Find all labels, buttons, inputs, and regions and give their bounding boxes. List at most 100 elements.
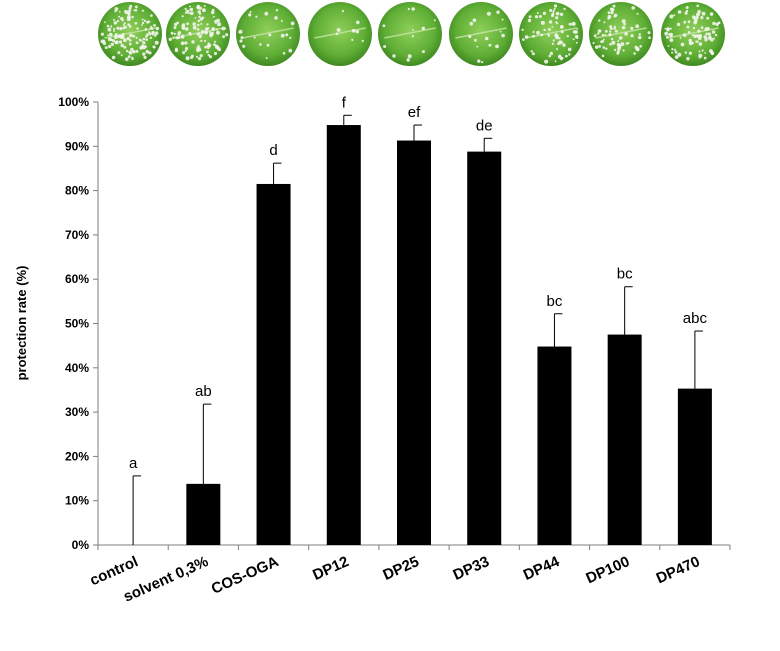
mildew-spot <box>601 33 605 37</box>
mildew-spot <box>469 21 474 26</box>
mildew-spot <box>134 9 138 12</box>
mildew-spot <box>630 26 634 30</box>
mildew-spot <box>571 21 576 26</box>
mildew-spot <box>607 11 611 15</box>
mildew-spot <box>481 61 484 64</box>
mildew-spot <box>522 38 525 41</box>
mildew-spot <box>175 47 178 51</box>
mildew-spot <box>144 28 148 31</box>
mildew-spot <box>259 43 262 46</box>
mildew-spot <box>266 43 270 47</box>
mildew-spot <box>115 21 118 24</box>
mildew-spot <box>141 24 143 26</box>
significance-label: de <box>476 117 493 134</box>
mildew-spot <box>142 52 146 56</box>
mildew-spot <box>604 34 607 37</box>
mildew-spot <box>198 32 201 35</box>
mildew-spot <box>433 19 436 22</box>
x-category-label: DP33 <box>451 553 492 584</box>
mildew-spot <box>216 30 220 35</box>
mildew-spot <box>135 41 139 44</box>
mildew-spot <box>192 25 197 30</box>
mildew-spot <box>145 49 150 54</box>
mildew-spot <box>361 39 364 43</box>
mildew-spot <box>552 9 555 12</box>
mildew-spot <box>501 18 504 21</box>
mildew-spot <box>639 45 642 48</box>
mildew-spot <box>607 17 610 20</box>
mildew-spot <box>486 11 491 16</box>
mildew-spot <box>110 42 115 46</box>
mildew-spot <box>118 10 121 13</box>
mildew-spot <box>568 22 572 26</box>
mildew-spot <box>125 57 129 61</box>
mildew-spot <box>104 21 106 24</box>
mildew-spot <box>129 33 133 38</box>
mildew-spot <box>110 33 113 36</box>
mildew-spot <box>554 5 557 8</box>
mildew-spot <box>609 43 612 46</box>
mildew-spot <box>695 40 698 43</box>
mildew-spot <box>669 38 674 42</box>
leaf-disc-dp33 <box>449 2 513 66</box>
mildew-spot <box>143 19 147 22</box>
mildew-spot <box>204 27 209 31</box>
mildew-spot <box>185 9 190 14</box>
mildew-spot <box>521 28 524 32</box>
mildew-spot <box>112 39 115 43</box>
mildew-spot <box>682 33 687 37</box>
mildew-spot <box>551 12 555 16</box>
y-tick-label: 100% <box>58 95 89 109</box>
mildew-spot <box>576 36 579 39</box>
significance-label: d <box>269 142 277 159</box>
mildew-spot <box>206 50 209 54</box>
significance-label: a <box>129 455 138 472</box>
mildew-spot <box>554 60 557 63</box>
mildew-spot <box>621 19 626 24</box>
mildew-spot <box>120 34 125 39</box>
mildew-spot <box>548 28 551 31</box>
mildew-spot <box>614 25 616 28</box>
mildew-spot <box>709 12 714 16</box>
mildew-spot <box>669 35 672 38</box>
mildew-spot <box>172 36 175 39</box>
mildew-spot <box>180 41 185 45</box>
mildew-spot <box>609 30 612 33</box>
mildew-spot <box>140 39 143 42</box>
leaf-disc <box>519 2 583 66</box>
leaf-disc-dp44 <box>519 2 583 66</box>
mildew-spot <box>181 34 184 37</box>
leaf-disc-cos-oga <box>236 2 300 66</box>
mildew-spot <box>356 20 360 25</box>
mildew-spot <box>698 50 701 53</box>
mildew-spot <box>548 54 551 58</box>
mildew-spot <box>198 12 202 15</box>
mildew-spot <box>168 37 172 41</box>
leaf-disc <box>236 2 300 66</box>
mildew-spot <box>184 27 189 31</box>
significance-label: f <box>342 94 347 111</box>
mildew-spot <box>213 15 215 18</box>
mildew-spot <box>186 22 189 26</box>
mildew-spot <box>697 10 701 14</box>
mildew-spot <box>698 42 703 46</box>
x-category-label: COS-OGA <box>209 553 282 598</box>
y-axis-title: protection rate (%) <box>14 266 29 381</box>
mildew-spot <box>282 52 286 55</box>
bar <box>537 346 572 545</box>
mildew-spot <box>114 40 118 45</box>
mildew-spot <box>182 51 186 55</box>
mildew-spot <box>568 53 571 56</box>
mildew-spot <box>604 29 608 33</box>
mildew-spot <box>614 29 618 33</box>
mildew-spot <box>610 37 614 41</box>
mildew-spot <box>636 48 640 52</box>
mildew-spot <box>701 49 704 52</box>
mildew-spot <box>524 35 529 39</box>
mildew-spot <box>204 45 208 49</box>
mildew-spot <box>715 22 719 27</box>
mildew-spot <box>225 33 229 37</box>
mildew-spot <box>674 50 678 54</box>
mildew-spot <box>120 54 123 57</box>
x-category-label: DP25 <box>380 553 421 584</box>
